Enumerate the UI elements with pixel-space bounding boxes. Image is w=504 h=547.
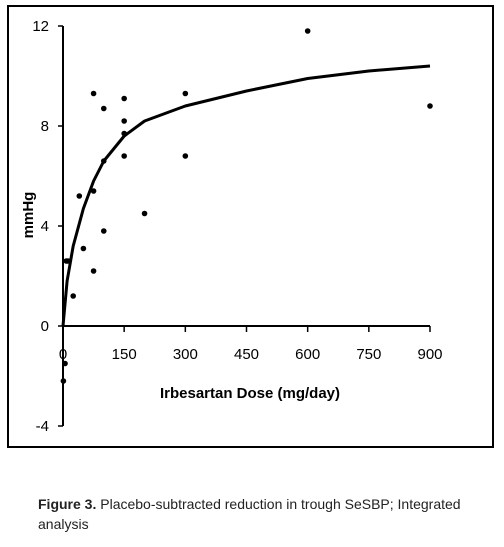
figure-caption: Figure 3. Placebo-subtracted reduction i… [38,494,498,534]
x-tick-label: 0 [59,346,67,363]
x-tick-label: 300 [173,346,198,363]
data-point [90,90,97,97]
axis-labels: Irbesartan Dose (mg/day) mmHg [20,192,340,402]
data-point [100,105,107,112]
data-point [182,153,189,159]
y-tick-label: -4 [36,418,49,435]
data-point [182,90,189,97]
y-axis-label: mmHg [20,192,37,239]
data-point [121,153,127,159]
data-point [90,268,97,274]
x-tick-label: 600 [295,346,320,363]
x-tick-label: 750 [356,346,381,363]
y-tick-label: 8 [41,118,49,135]
data-point [121,130,127,137]
y-tick-label: 12 [32,18,49,35]
data-point [121,118,127,124]
data-point [100,228,107,234]
fitted-curve [61,64,431,327]
chart-frame [7,5,494,448]
x-axis-label: Irbesartan Dose (mg/day) [160,385,340,402]
data-point [65,258,71,264]
x-tick-label: 900 [417,346,442,363]
x-tick-label: 450 [234,346,259,363]
data-point [304,28,311,34]
data-point [76,193,83,199]
data-points-layer [60,28,433,384]
caption-text: Placebo-subtracted reduction in trough S… [38,496,461,532]
data-point [80,245,87,252]
data-point [90,188,97,194]
figure-number: Figure 3. [38,496,97,512]
data-point [141,210,148,217]
data-point [100,158,107,164]
y-tick-label: 4 [41,218,49,235]
y-tick-label: 0 [41,318,49,335]
data-point [121,95,127,102]
axes [62,26,430,426]
chart: 12 8 4 0 -4 0 150 300 450 600 750 900 Irbesartan Do… [20,18,443,435]
data-point [427,103,433,109]
x-tick-label: 150 [112,346,137,363]
data-point [62,360,68,367]
data-point [70,293,76,299]
data-point [60,378,67,384]
fitted-curve-layer [61,64,431,327]
ticks: 12 8 4 0 -4 0 150 300 450 600 750 900 [32,18,442,435]
